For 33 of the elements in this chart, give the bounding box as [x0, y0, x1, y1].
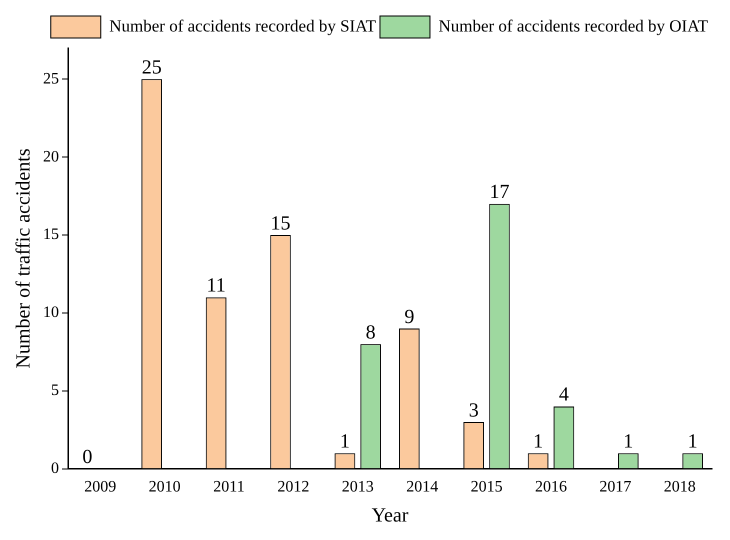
- y-tick-label: 20: [43, 148, 59, 166]
- data-label: 8: [366, 321, 376, 344]
- data-label: 1: [533, 430, 544, 452]
- data-label: 17: [489, 181, 510, 204]
- legend-label: Number of accidents recorded by OIAT: [438, 16, 709, 36]
- data-label: 1: [623, 430, 634, 452]
- x-tick-label: 2015: [470, 478, 503, 496]
- y-axis-title: Number of traffic accidents: [12, 148, 34, 368]
- y-tick-label: 10: [43, 304, 59, 322]
- data-label: 1: [340, 430, 350, 452]
- x-tick-label: 2010: [148, 478, 181, 496]
- data-label: 9: [404, 306, 414, 328]
- y-tick-label: 5: [51, 382, 59, 400]
- data-label: 3: [468, 399, 479, 422]
- data-label: 25: [142, 56, 162, 78]
- x-tick-label: 2017: [599, 478, 632, 496]
- x-tick-label: 2018: [664, 478, 696, 496]
- data-label: 11: [206, 274, 226, 297]
- x-tick-label: 2012: [277, 478, 310, 496]
- y-tick-label: 15: [43, 226, 59, 244]
- y-tick-label: 0: [51, 460, 59, 478]
- x-tick-label: 2013: [342, 478, 374, 496]
- y-tick-label: 25: [43, 70, 59, 88]
- legend-label: Number of accidents recorded by SIAT: [109, 16, 377, 36]
- x-axis-title: Year: [372, 504, 409, 526]
- x-tick-label: 2011: [213, 478, 245, 496]
- data-label: 1: [688, 430, 698, 452]
- x-tick-label: 2016: [535, 478, 567, 496]
- data-label: 15: [270, 212, 291, 234]
- data-label: 0: [82, 446, 92, 468]
- x-tick-label: 2009: [84, 478, 116, 496]
- data-label: 4: [558, 384, 569, 406]
- x-tick-label: 2014: [406, 478, 438, 496]
